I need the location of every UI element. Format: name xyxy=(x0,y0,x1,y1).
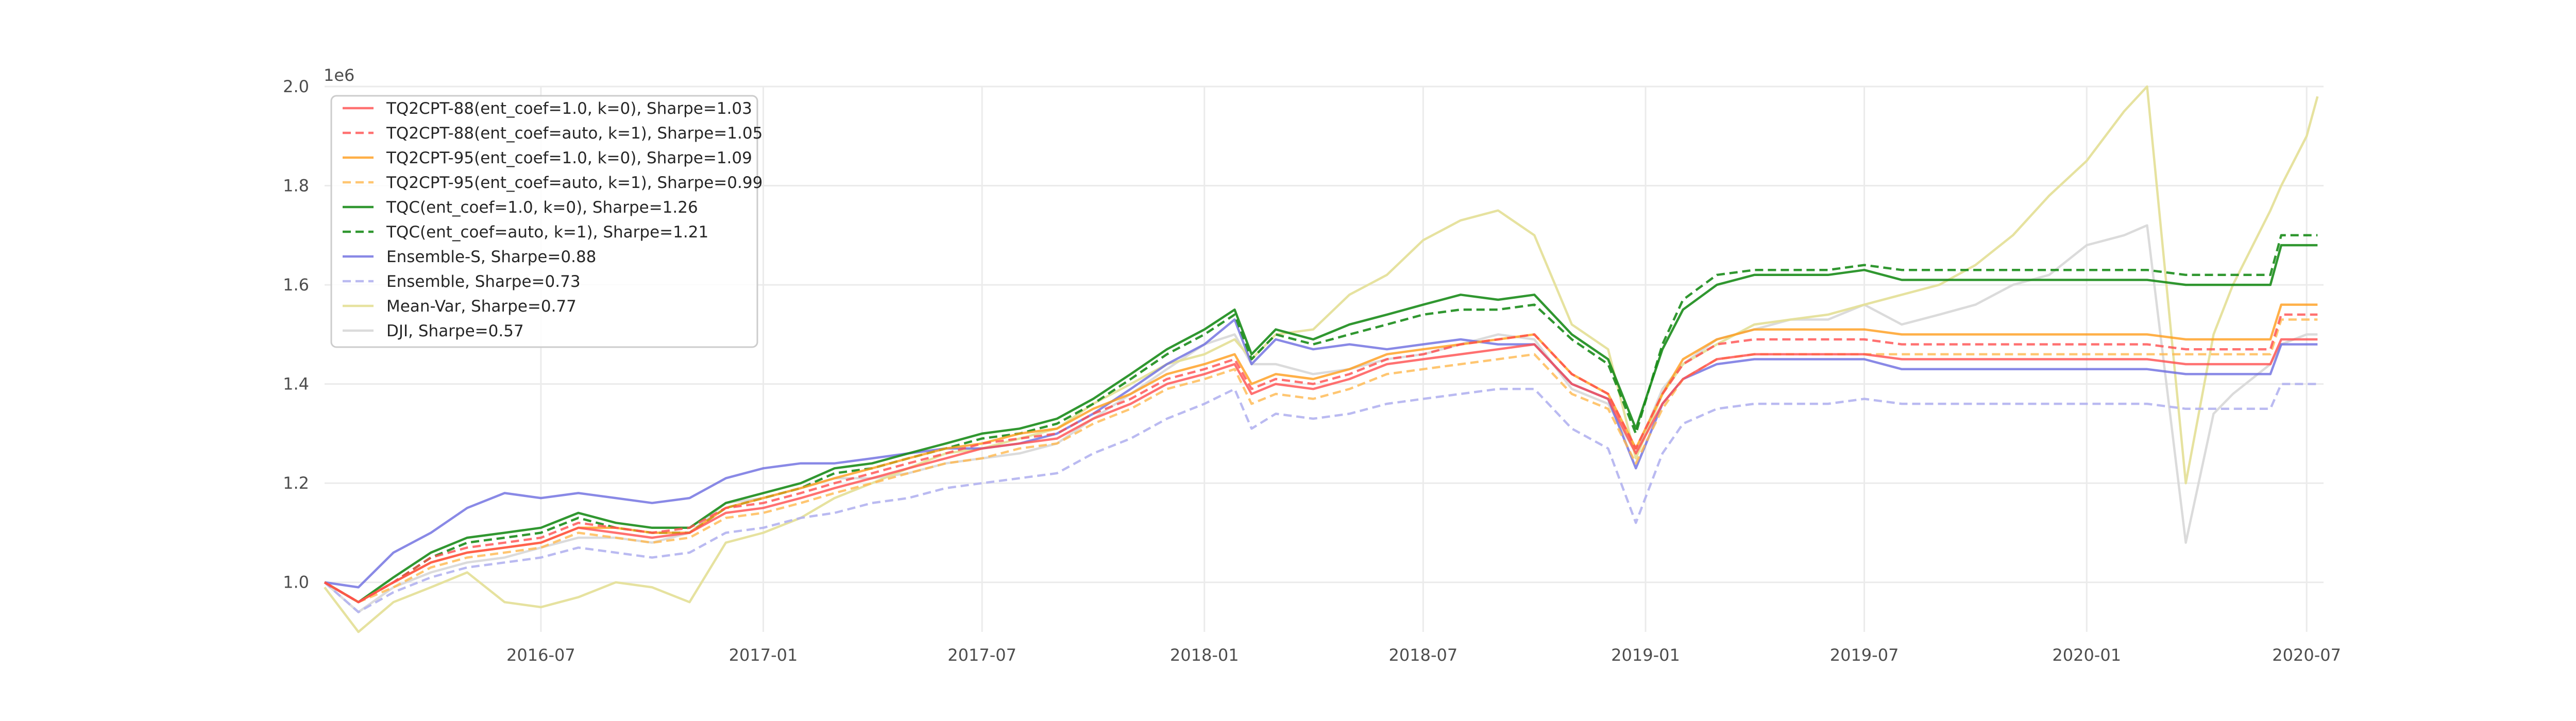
legend-label: TQC(ent_coef=auto, k=1), Sharpe=1.21 xyxy=(386,223,708,242)
series-line-7 xyxy=(324,318,2318,589)
y-tick-label: 1.6 xyxy=(283,275,309,295)
legend-label: TQ2CPT-95(ent_coef=1.0, k=0), Sharpe=1.0… xyxy=(386,149,752,167)
series-line-8 xyxy=(324,383,2318,613)
series-line-9 xyxy=(324,85,2319,633)
series-lines xyxy=(324,85,2319,633)
legend-label: Ensemble, Sharpe=0.73 xyxy=(386,272,581,291)
x-tick-label: 2017-01 xyxy=(729,645,798,665)
legend-label: TQ2CPT-95(ent_coef=auto, k=1), Sharpe=0.… xyxy=(386,174,762,192)
y-tick-label: 1.2 xyxy=(283,473,309,493)
legend-items: TQ2CPT-88(ent_coef=1.0, k=0), Sharpe=1.0… xyxy=(343,99,762,340)
series-line-5 xyxy=(324,244,2318,604)
y-axis-scale-label: 1e6 xyxy=(324,65,354,85)
x-tick-label: 2020-01 xyxy=(2052,645,2121,665)
x-tick-label: 2019-07 xyxy=(1830,645,1899,665)
x-tick-label: 2019-01 xyxy=(1611,645,1680,665)
legend: TQ2CPT-88(ent_coef=1.0, k=0), Sharpe=1.0… xyxy=(330,95,762,348)
series-line-4 xyxy=(324,318,2318,604)
legend-label: TQ2CPT-88(ent_coef=auto, k=1), Sharpe=1.… xyxy=(386,124,762,143)
x-tick-label: 2017-07 xyxy=(947,645,1016,665)
x-tick-label: 2016-07 xyxy=(506,645,575,665)
y-tick-label: 1.4 xyxy=(283,374,309,394)
x-tick-labels: 2016-07 2017-01 2017-07 2018-01 2018-07 2019-… xyxy=(506,645,2341,665)
y-tick-label: 2.0 xyxy=(283,77,309,96)
legend-frame xyxy=(330,95,758,348)
series-line-2 xyxy=(324,313,2318,604)
series-line-6 xyxy=(324,234,2318,604)
y-tick-label: 1.0 xyxy=(283,573,309,592)
y-tick-label: 1.8 xyxy=(283,176,309,196)
legend-label: TQC(ent_coef=1.0, k=0), Sharpe=1.26 xyxy=(386,198,698,217)
legend-label: TQ2CPT-88(ent_coef=1.0, k=0), Sharpe=1.0… xyxy=(386,99,752,118)
x-tick-label: 2018-07 xyxy=(1389,645,1458,665)
x-tick-label: 2018-01 xyxy=(1170,645,1239,665)
x-tick-label: 2020-07 xyxy=(2272,645,2341,665)
legend-label: Mean-Var, Sharpe=0.77 xyxy=(386,297,577,316)
legend-label: Ensemble-S, Sharpe=0.88 xyxy=(386,248,596,266)
series-line-1 xyxy=(324,338,2318,604)
y-tick-labels: 1.0 1.2 1.4 1.6 1.8 2.0 xyxy=(283,77,309,592)
legend-label: DJI, Sharpe=0.57 xyxy=(386,322,524,340)
